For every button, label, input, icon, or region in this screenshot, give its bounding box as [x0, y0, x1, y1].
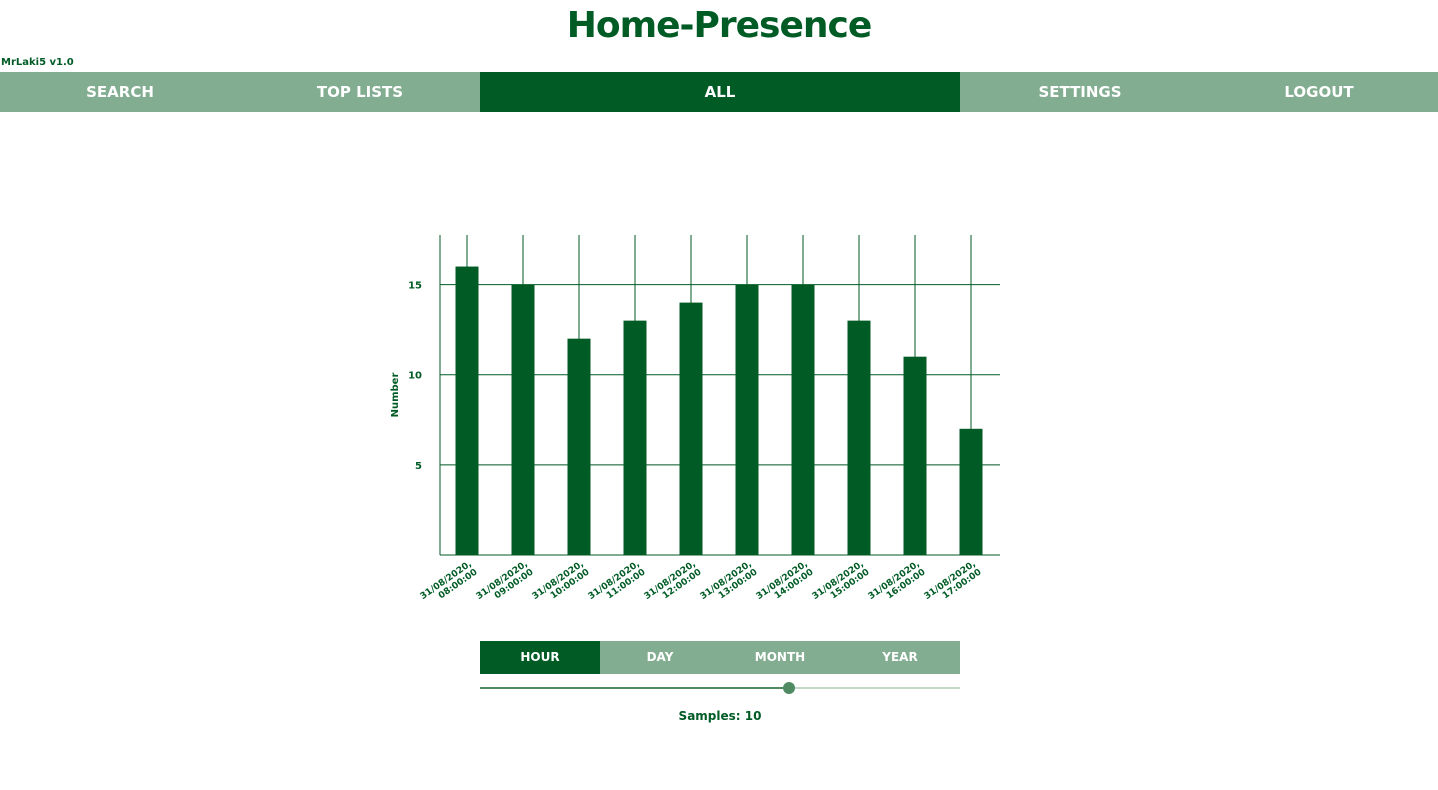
- main-nav: SEARCH TOP LISTS ALL SETTINGS LOGOUT: [0, 72, 1438, 112]
- bar-4: [679, 302, 703, 555]
- nav-logout[interactable]: LOGOUT: [1284, 83, 1354, 101]
- y-tick-label: 5: [415, 461, 422, 472]
- nav-settings[interactable]: SETTINGS: [1038, 83, 1122, 101]
- x-tick-label: 31/08/2020,08:00:00: [419, 559, 480, 610]
- range-tab-day[interactable]: DAY: [646, 650, 674, 664]
- bar-9: [959, 428, 983, 555]
- presence-bar-chart: 51015Number31/08/2020,08:00:0031/08/2020…: [390, 235, 1000, 610]
- bar-6: [791, 284, 815, 555]
- x-tick-label: 31/08/2020,09:00:00: [475, 559, 536, 610]
- bar-1: [511, 284, 535, 555]
- x-tick-label: 31/08/2020,12:00:00: [643, 559, 704, 610]
- nav-top-lists[interactable]: TOP LISTS: [316, 83, 404, 101]
- range-tab-year[interactable]: YEAR: [882, 650, 918, 664]
- x-tick-label: 31/08/2020,14:00:00: [755, 559, 816, 610]
- nav-search[interactable]: SEARCH: [86, 83, 154, 101]
- version-label: MrLaki5 v1.0: [1, 57, 74, 68]
- app-title: Home-Presence: [566, 5, 873, 46]
- x-tick-label: 31/08/2020,13:00:00: [699, 559, 760, 610]
- bar-3: [623, 320, 647, 555]
- x-tick-label: 31/08/2020,10:00:00: [531, 559, 592, 610]
- y-tick-label: 15: [408, 281, 422, 292]
- x-tick-label: 31/08/2020,11:00:00: [587, 559, 648, 610]
- range-tab-month[interactable]: MONTH: [754, 650, 806, 664]
- slider-fill: [480, 687, 789, 689]
- y-axis-label: Number: [390, 373, 401, 418]
- x-tick-label: 31/08/2020,17:00:00: [923, 559, 984, 610]
- x-tick-label: 31/08/2020,15:00:00: [811, 559, 872, 610]
- samples-slider[interactable]: [480, 681, 960, 695]
- y-tick-label: 10: [408, 371, 422, 382]
- range-tabs: HOUR DAY MONTH YEAR: [480, 641, 960, 674]
- slider-thumb[interactable]: [782, 682, 795, 694]
- samples-label: Samples: 10: [678, 709, 762, 723]
- bar-8: [903, 356, 927, 555]
- bar-0: [455, 266, 479, 555]
- range-tab-hour[interactable]: HOUR: [480, 641, 600, 674]
- bar-7: [847, 320, 871, 555]
- x-tick-label: 31/08/2020,16:00:00: [867, 559, 928, 610]
- bar-2: [567, 338, 591, 555]
- nav-all[interactable]: ALL: [480, 72, 960, 112]
- bar-5: [735, 284, 759, 555]
